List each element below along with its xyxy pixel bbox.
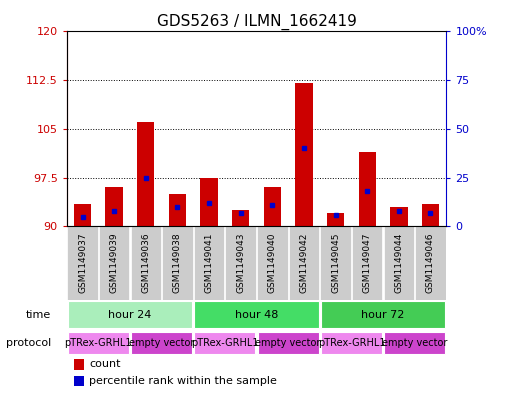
- Text: GSM1149045: GSM1149045: [331, 232, 340, 293]
- Bar: [74, 376, 84, 386]
- Bar: [384, 332, 445, 354]
- Text: empty vector: empty vector: [382, 338, 447, 348]
- Text: GSM1149037: GSM1149037: [78, 232, 87, 293]
- Title: GDS5263 / ILMN_1662419: GDS5263 / ILMN_1662419: [156, 14, 357, 30]
- Bar: [321, 301, 445, 328]
- Text: GSM1149047: GSM1149047: [363, 232, 372, 293]
- Bar: [99, 226, 129, 299]
- Text: GSM1149040: GSM1149040: [268, 232, 277, 293]
- Text: GSM1149044: GSM1149044: [394, 232, 403, 293]
- Text: time: time: [26, 310, 51, 320]
- Bar: [295, 83, 312, 226]
- Bar: [106, 187, 123, 226]
- Bar: [226, 226, 256, 299]
- Text: pTRex-GRHL1: pTRex-GRHL1: [191, 338, 259, 348]
- Bar: [194, 301, 319, 328]
- Text: percentile rank within the sample: percentile rank within the sample: [89, 376, 278, 386]
- Text: GSM1149042: GSM1149042: [300, 232, 308, 293]
- Bar: [257, 226, 287, 299]
- Bar: [384, 226, 414, 299]
- Bar: [264, 187, 281, 226]
- Text: GSM1149041: GSM1149041: [205, 232, 213, 293]
- Bar: [359, 152, 376, 226]
- Text: GSM1149038: GSM1149038: [173, 232, 182, 293]
- Text: count: count: [89, 359, 121, 369]
- Bar: [194, 332, 255, 354]
- Bar: [327, 213, 344, 226]
- Bar: [74, 359, 84, 370]
- Bar: [137, 123, 154, 226]
- Bar: [162, 226, 192, 299]
- Text: hour 24: hour 24: [108, 310, 152, 320]
- Text: hour 48: hour 48: [235, 310, 278, 320]
- Text: pTRex-GRHL1: pTRex-GRHL1: [318, 338, 385, 348]
- Bar: [232, 210, 249, 226]
- Bar: [74, 204, 91, 226]
- Text: GSM1149036: GSM1149036: [141, 232, 150, 293]
- Text: GSM1149039: GSM1149039: [110, 232, 119, 293]
- Bar: [390, 207, 407, 226]
- Bar: [289, 226, 319, 299]
- Text: GSM1149046: GSM1149046: [426, 232, 435, 293]
- Bar: [258, 332, 319, 354]
- Bar: [68, 301, 192, 328]
- Bar: [201, 178, 218, 226]
- Text: hour 72: hour 72: [361, 310, 405, 320]
- Bar: [321, 226, 351, 299]
- Bar: [68, 332, 129, 354]
- Bar: [321, 332, 382, 354]
- Bar: [416, 226, 446, 299]
- Bar: [131, 332, 192, 354]
- Bar: [131, 226, 161, 299]
- Bar: [422, 204, 439, 226]
- Text: empty vector: empty vector: [255, 338, 321, 348]
- Bar: [67, 226, 97, 299]
- Text: GSM1149043: GSM1149043: [236, 232, 245, 293]
- Bar: [352, 226, 382, 299]
- Text: protocol: protocol: [6, 338, 51, 348]
- Bar: [169, 194, 186, 226]
- Bar: [194, 226, 224, 299]
- Text: pTRex-GRHL1: pTRex-GRHL1: [65, 338, 132, 348]
- Text: empty vector: empty vector: [129, 338, 194, 348]
